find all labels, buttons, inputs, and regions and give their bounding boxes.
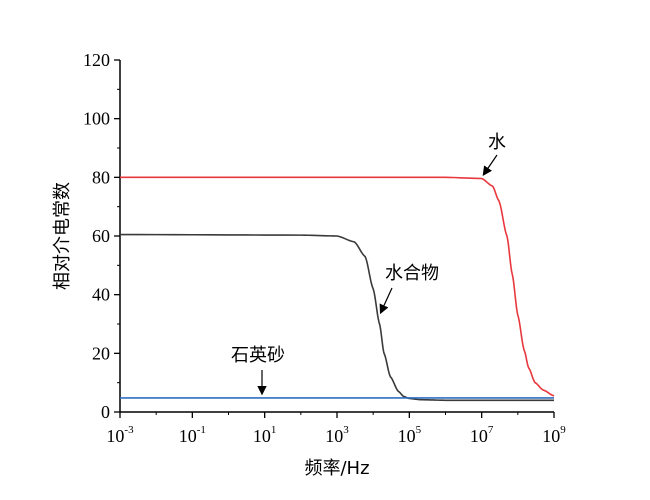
y-axis-title: 相对介电常数 [52, 182, 73, 290]
x-tick-label: 107 [470, 424, 494, 446]
series-line-1 [119, 233, 554, 402]
y-tick-label: 20 [92, 343, 110, 363]
y-tick-label: 60 [92, 226, 110, 246]
x-tick-label: 105 [398, 424, 422, 446]
annotation-label: 水 [488, 132, 506, 153]
annotation-arrow [482, 154, 498, 176]
y-tick-label: 80 [92, 167, 110, 187]
y-tick-label: 100 [83, 109, 110, 129]
y-tick-label: 40 [92, 285, 110, 305]
annotation-label: 石英砂 [231, 345, 285, 366]
x-tick-label: 101 [253, 424, 277, 446]
series-line-0 [120, 176, 555, 397]
y-tick-label: 120 [83, 50, 110, 70]
x-tick-label: 10-3 [106, 424, 134, 446]
x-axis-title: 频率/Hz [304, 458, 369, 479]
series-layer [119, 176, 555, 402]
x-tick-label: 10-1 [179, 424, 206, 446]
y-tick-label: 0 [101, 402, 110, 422]
x-tick-label: 103 [325, 424, 349, 446]
annotation-label: 水合物 [385, 263, 439, 284]
x-tick-label: 109 [542, 424, 566, 446]
annotation-arrow [379, 287, 393, 315]
axes: 0 20 40 60 80 100 120 10-3 10-1 101 103 105 107 109 [83, 50, 566, 446]
